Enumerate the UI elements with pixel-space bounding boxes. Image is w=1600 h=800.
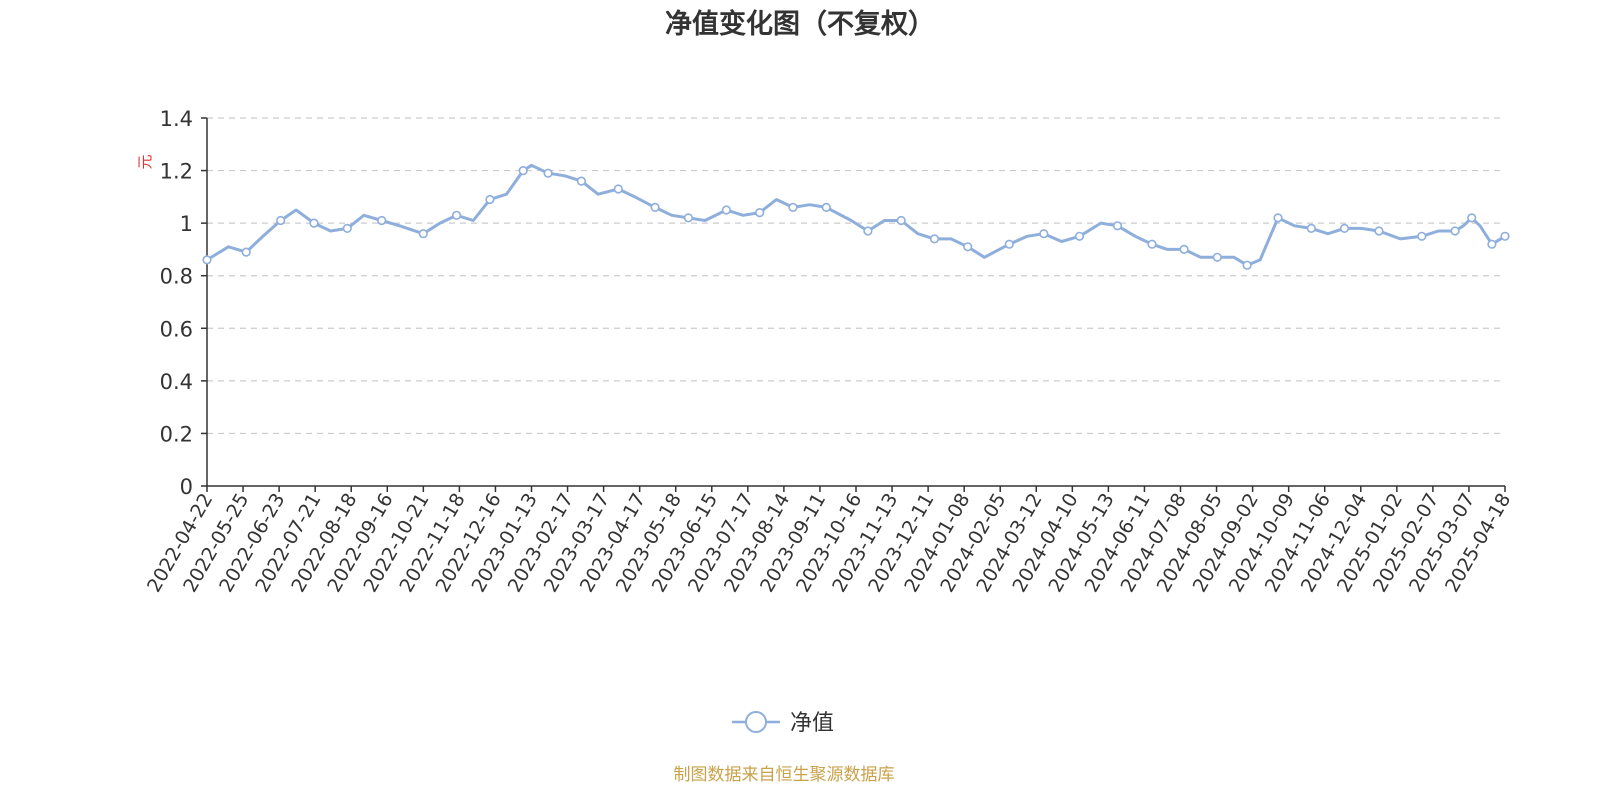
data-point[interactable] [1487, 239, 1497, 249]
legend-circle-icon [745, 711, 767, 733]
y-tick-labels: 0 0.2 0.4 0.6 0.8 1 1.2 1.4 [160, 107, 193, 499]
data-point[interactable] [485, 194, 495, 205]
data-point[interactable] [1500, 231, 1510, 241]
data-point[interactable] [650, 202, 660, 212]
y-tick-label: 1 [180, 212, 193, 236]
data-point[interactable] [418, 229, 428, 239]
data-point[interactable] [1450, 226, 1460, 236]
data-point[interactable] [1339, 223, 1350, 233]
series-lines [205, 163, 1507, 267]
data-point[interactable] [309, 218, 319, 228]
grid-lines [207, 117, 1505, 435]
data-point[interactable] [1004, 239, 1014, 249]
data-point[interactable] [241, 247, 251, 257]
axes [201, 117, 1506, 492]
data-point[interactable] [963, 242, 973, 252]
data-point[interactable] [1306, 223, 1316, 233]
data-point[interactable] [576, 176, 587, 186]
data-point[interactable] [1467, 213, 1477, 223]
legend-label: 净值 [790, 711, 834, 736]
data-point[interactable] [276, 215, 286, 226]
data-point[interactable] [863, 226, 873, 236]
data-point[interactable] [1112, 221, 1123, 231]
data-point[interactable] [1147, 239, 1157, 249]
y-tick-label: 0.2 [160, 422, 193, 446]
data-point[interactable] [755, 208, 765, 218]
series-line [205, 163, 1507, 267]
chart-title: 净值变化图（不复权） [665, 8, 935, 40]
data-point[interactable] [613, 184, 623, 194]
data-point[interactable] [896, 215, 906, 226]
data-point[interactable] [1212, 252, 1222, 262]
data-point[interactable] [1039, 229, 1049, 239]
data-point[interactable] [1074, 231, 1085, 241]
y-tick-label: 1.4 [160, 107, 193, 131]
data-point[interactable] [543, 168, 553, 178]
y-tick-label: 1.2 [160, 160, 193, 184]
y-tick-label: 0.6 [160, 317, 193, 341]
data-point[interactable] [929, 234, 940, 244]
data-point[interactable] [202, 255, 212, 265]
data-point[interactable] [788, 202, 798, 212]
data-point[interactable] [683, 213, 694, 223]
data-point[interactable] [342, 223, 352, 233]
data-point[interactable] [452, 210, 462, 220]
series-markers [202, 166, 1510, 270]
data-point[interactable] [1374, 226, 1384, 236]
x-tick-labels: 2022-04-222022-05-252022-06-232022-07-21… [143, 489, 1515, 596]
data-point[interactable] [1273, 213, 1283, 223]
y-tick-label: 0 [180, 475, 193, 499]
source-note: 制图数据来自恒生聚源数据库 [674, 765, 895, 785]
y-tick-label: 0.8 [160, 265, 193, 289]
y-axis-unit-label: 元 [136, 154, 154, 169]
data-point[interactable] [377, 215, 387, 226]
data-point[interactable] [721, 205, 732, 215]
data-point[interactable] [518, 166, 528, 176]
data-point[interactable] [1179, 244, 1189, 254]
data-point[interactable] [1417, 231, 1427, 241]
y-tick-label: 0.4 [160, 370, 193, 394]
legend[interactable]: 净值 [732, 711, 834, 736]
data-point[interactable] [1242, 260, 1252, 270]
data-point[interactable] [821, 202, 831, 212]
